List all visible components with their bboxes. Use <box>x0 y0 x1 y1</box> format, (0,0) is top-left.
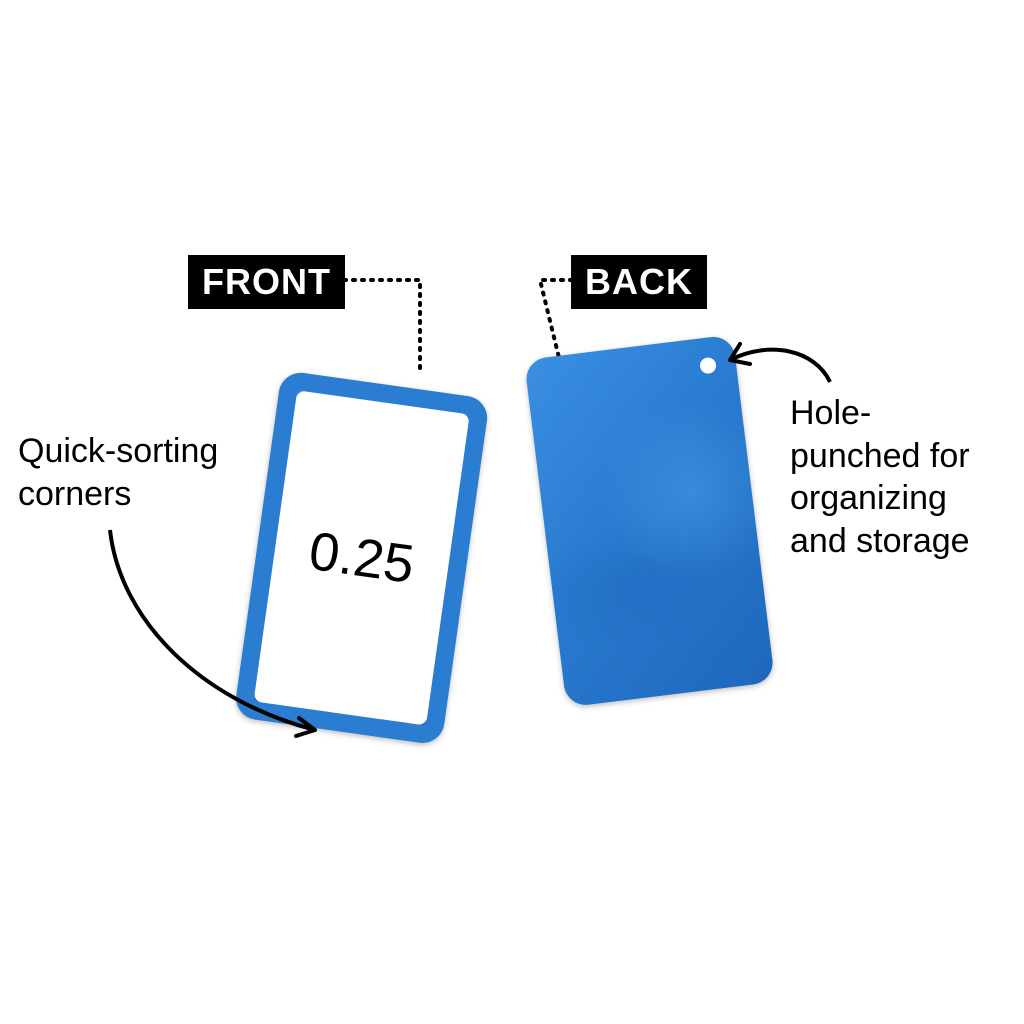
right-arrow <box>0 0 1024 1024</box>
